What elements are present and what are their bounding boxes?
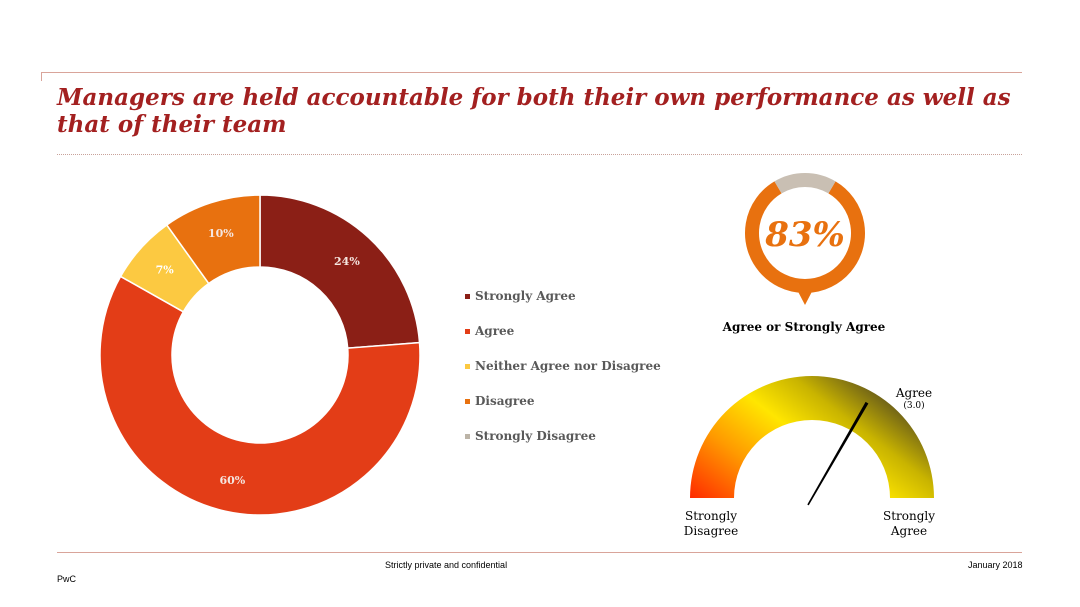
legend-label: Strongly Disagree — [475, 429, 596, 443]
donut-slice-strongly-agree — [259, 194, 421, 349]
footer-brand: PwC — [57, 574, 77, 584]
legend-swatch — [465, 293, 470, 299]
legend-label: Neither Agree nor Disagree — [475, 359, 661, 373]
gauge-max-label: Strongly Agree — [876, 509, 942, 539]
gauge-needle-label-text: Agree — [895, 386, 933, 400]
legend-label: Strongly Agree — [475, 289, 576, 303]
footer-confidential: Strictly private and confidential — [385, 560, 508, 570]
legend-swatch — [465, 363, 470, 369]
legend-label: Disagree — [475, 394, 535, 408]
gauge-needle-value: (3.0) — [903, 401, 925, 411]
gauge-needle — [807, 401, 869, 506]
slide-title: Managers are held accountable for both t… — [57, 84, 1011, 138]
donut-chart: 24% 60% 7% 10% — [99, 194, 421, 516]
legend-item-neither-agree-nor-disagree: Neither Agree nor Disagree — [465, 358, 661, 374]
gauge-min-label-line2: Disagree — [683, 524, 739, 538]
gauge-max-label-line2: Agree — [890, 524, 928, 538]
donut-legend: Strongly Agree Agree Neither Agree nor Dis… — [465, 288, 661, 463]
legend-label: Agree — [475, 324, 515, 338]
ring-remainder-arc — [774, 173, 836, 194]
legend-swatch — [465, 398, 470, 404]
gauge-min-label-line1: Strongly — [684, 509, 738, 523]
donut-slice-disagree — [165, 194, 261, 285]
gauge-max-label-line1: Strongly — [882, 509, 936, 523]
gauge-min-label: Strongly Disagree — [676, 509, 746, 539]
donut-slice-agree — [99, 275, 421, 516]
donut-label-agree: 60% — [219, 474, 245, 487]
gauge-needle-label: Agree (3.0) — [885, 386, 943, 412]
agreement-ring: 83% — [745, 173, 865, 305]
legend-item-disagree: Disagree — [465, 393, 661, 409]
legend-swatch — [465, 328, 470, 334]
footer-date: January 2018 — [968, 560, 1023, 570]
legend-item-agree: Agree — [465, 323, 661, 339]
ring-fill-arc — [745, 181, 865, 293]
gauge-band — [690, 376, 934, 498]
legend-item-strongly-disagree: Strongly Disagree — [465, 428, 661, 444]
donut-label-neither-agree-nor-disagree: 7% — [156, 264, 175, 277]
donut-label-strongly-agree: 24% — [334, 255, 360, 268]
donut-label-disagree: 10% — [208, 227, 234, 240]
header-rule-tick — [41, 72, 42, 81]
footer-rule — [57, 552, 1022, 553]
legend-swatch — [465, 433, 470, 439]
header-rule — [41, 72, 1022, 73]
legend-item-strongly-agree: Strongly Agree — [465, 288, 661, 304]
gauge-chart — [690, 376, 934, 506]
ring-caption: Agree or Strongly Agree — [722, 320, 886, 334]
title-divider — [57, 154, 1022, 155]
ring-value: 83% — [764, 215, 845, 255]
